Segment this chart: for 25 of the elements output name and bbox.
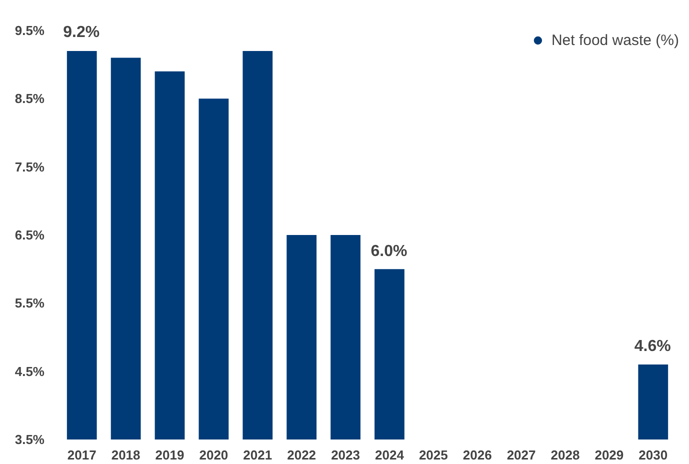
data-label: 4.6%: [634, 338, 671, 356]
y-tick-label: 6.5%: [14, 228, 45, 242]
x-tick-label: 2019: [155, 448, 184, 462]
x-tick-label: 2030: [638, 448, 668, 462]
x-tick-label: 2025: [418, 448, 448, 462]
x-tick-label: 2026: [462, 448, 492, 462]
x-tick-label: 2021: [243, 448, 272, 462]
x-tick-label: 2020: [199, 448, 228, 462]
x-tick-label: 2022: [287, 448, 316, 462]
y-tick-label: 5.5%: [14, 296, 45, 311]
legend-label: Net food waste (%): [551, 32, 679, 48]
data-label: 6.0%: [370, 242, 408, 261]
y-tick-label: 7.5%: [14, 159, 45, 174]
y-tick-label: 9.5%: [14, 23, 45, 38]
y-tick-label: 4.5%: [14, 364, 45, 379]
x-tick-label: 2018: [111, 448, 140, 462]
x-tick-label: 2023: [331, 448, 360, 462]
data-label: 9.2%: [63, 24, 100, 42]
x-tick-label: 2029: [594, 448, 624, 462]
x-tick-label: 2027: [506, 448, 536, 462]
y-tick-label: 8.5%: [14, 91, 45, 106]
y-tick-label: 3.5%: [14, 432, 45, 447]
x-tick-label: 2017: [67, 448, 96, 462]
x-tick-label: 2028: [550, 448, 580, 462]
x-tick-label: 2024: [375, 448, 405, 462]
